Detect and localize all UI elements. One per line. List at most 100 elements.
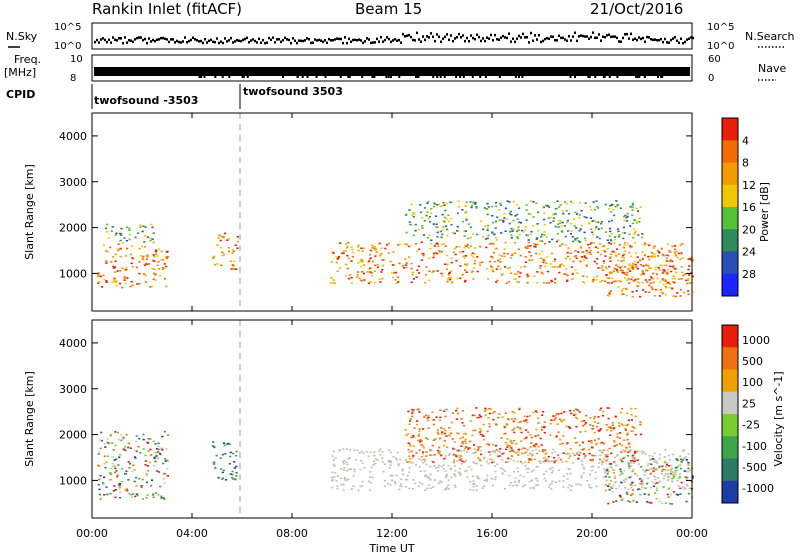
range-cell: [332, 459, 335, 461]
range-cell: [162, 478, 166, 480]
range-cell: [591, 233, 594, 236]
range-cell: [526, 421, 529, 424]
range-cell: [640, 450, 643, 453]
range-cell: [412, 216, 415, 218]
range-cell: [138, 282, 141, 285]
range-cell: [588, 484, 591, 486]
range-cell: [228, 463, 231, 465]
range-cell: [660, 502, 663, 505]
range-cell: [230, 476, 233, 479]
range-cell: [139, 224, 142, 226]
range-cell: [632, 280, 635, 282]
range-cell: [621, 407, 624, 410]
range-cell: [470, 271, 473, 274]
nsky-point: [248, 41, 250, 44]
range-cell: [399, 458, 402, 461]
range-cell: [429, 487, 432, 490]
range-cell: [119, 453, 122, 456]
x-tick-label: 00:00: [76, 527, 108, 540]
range-cell: [217, 237, 220, 239]
range-cell: [492, 450, 495, 452]
range-cell: [111, 462, 114, 465]
nsky-point: [120, 37, 122, 40]
range-cell: [528, 458, 531, 460]
range-cell: [688, 274, 691, 276]
nsky-point: [626, 32, 628, 36]
range-cell: [407, 410, 410, 413]
nsky-point: [298, 39, 300, 42]
range-cell: [100, 439, 103, 442]
range-cell: [557, 413, 560, 415]
range-cell: [543, 431, 546, 434]
range-cell: [407, 245, 410, 248]
range-cell: [469, 236, 472, 239]
range-cell: [434, 438, 437, 440]
nsky-point: [680, 37, 682, 40]
range-cell: [654, 478, 657, 481]
range-cell: [349, 448, 352, 451]
range-cell: [110, 473, 113, 476]
range-cell: [604, 484, 607, 486]
range-cell: [102, 483, 105, 485]
range-cell: [644, 253, 647, 256]
range-cell: [560, 225, 563, 227]
range-cell: [436, 243, 439, 246]
range-cell: [585, 257, 588, 259]
range-cell: [140, 486, 143, 489]
range-cell: [544, 460, 547, 463]
nsky-point: [560, 36, 562, 40]
nsky-point: [322, 40, 324, 44]
range-cell: [621, 460, 624, 463]
range-cell: [112, 265, 115, 268]
range-cell: [686, 476, 689, 479]
freq-label: Freq.: [14, 53, 41, 66]
range-cell: [688, 469, 691, 472]
range-cell: [105, 280, 108, 282]
range-cell: [439, 409, 442, 411]
range-cell: [333, 282, 336, 285]
range-cell: [396, 276, 399, 278]
range-cell: [422, 234, 426, 236]
range-cell: [533, 275, 536, 277]
range-cell: [232, 452, 235, 455]
range-cell: [580, 476, 583, 479]
range-cell: [236, 247, 239, 249]
range-cell: [589, 417, 592, 419]
range-cell: [527, 245, 530, 247]
range-cell: [619, 450, 622, 453]
range-cell: [583, 256, 586, 258]
range-cell: [466, 243, 470, 246]
range-cell: [649, 468, 652, 470]
range-cell: [557, 239, 560, 241]
range-cell: [559, 220, 562, 222]
range-cell: [616, 271, 620, 273]
range-cell: [458, 456, 461, 459]
range-cell: [513, 471, 516, 473]
range-cell: [649, 275, 652, 278]
range-cell: [383, 463, 386, 465]
range-cell: [643, 254, 646, 257]
range-cell: [133, 456, 137, 458]
nsky-point: [632, 38, 634, 41]
range-cell: [447, 488, 450, 490]
range-cell: [228, 443, 231, 445]
range-cell: [354, 458, 357, 461]
range-cell: [411, 273, 414, 276]
colorbar-tick-label: 100: [742, 376, 763, 389]
range-cell: [630, 475, 633, 478]
range-cell: [391, 479, 394, 482]
range-cell: [665, 282, 668, 285]
range-cell: [612, 208, 615, 211]
nsky-point: [672, 37, 674, 40]
range-cell: [403, 242, 406, 245]
range-cell: [670, 470, 673, 473]
range-cell: [573, 414, 576, 416]
range-cell: [681, 243, 684, 245]
range-cell: [667, 469, 670, 471]
range-cell: [647, 469, 650, 472]
range-cell: [135, 485, 138, 487]
range-cell: [235, 454, 238, 457]
range-cell: [404, 258, 407, 260]
range-cell: [631, 489, 635, 491]
